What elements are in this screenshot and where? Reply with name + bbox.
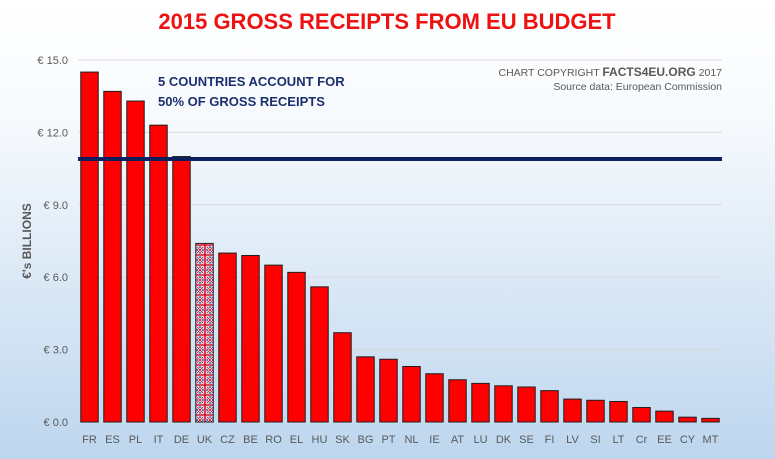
bar-sk [333, 332, 352, 423]
y-tick-label: € 0.0 [44, 417, 68, 429]
bar-si [586, 399, 605, 423]
copyright-text: CHART COPYRIGHT FACTS4EU.ORG 2017 [499, 65, 723, 79]
annotation-line-2: 50% OF GROSS RECEIPTS [158, 94, 325, 109]
x-tick-label-lt: LT [612, 434, 624, 446]
bar-pl [126, 100, 145, 423]
x-tick-label-fi: FI [545, 434, 555, 446]
x-tick-label-bg: BG [358, 434, 374, 446]
bars [80, 71, 720, 423]
bar-dk [494, 385, 513, 423]
x-axis-labels: FR ES PL IT DE UK CZ BE RO EL HU SK BG PT NL IE AT LU DK SE… [82, 434, 719, 446]
x-tick-label-de: DE [174, 434, 189, 446]
y-tick-label: € 6.0 [44, 272, 68, 284]
chart-title: 2015 GROSS RECEIPTS FROM EU BUDGET [158, 9, 616, 34]
x-tick-label-fr: FR [82, 434, 97, 446]
copyright-brand: FACTS4EU.ORG [602, 65, 695, 79]
x-tick-label-lu: LU [473, 434, 487, 446]
bar-hu [310, 286, 329, 423]
bar-ie [425, 373, 444, 423]
bar-fr [80, 71, 99, 423]
bar-es [103, 90, 122, 423]
y-tick-label: € 15.0 [37, 55, 68, 67]
bar-ee [655, 410, 674, 423]
x-tick-label-se: SE [519, 434, 534, 446]
x-tick-label-pt: PT [381, 434, 395, 446]
bar-mt [701, 417, 720, 423]
y-tick-label: € 12.0 [37, 127, 68, 139]
x-tick-label-at: AT [451, 434, 465, 446]
bar-cr [632, 407, 651, 423]
copyright-suffix: 2017 [696, 67, 722, 79]
bar-bg [356, 356, 375, 423]
x-tick-label-nl: NL [404, 434, 418, 446]
x-tick-label-cz: CZ [220, 434, 235, 446]
x-tick-label-dk: DK [496, 434, 512, 446]
x-tick-label-ro: RO [265, 434, 282, 446]
x-tick-label-cy: CY [680, 434, 696, 446]
bar-lt [609, 400, 628, 423]
x-tick-label-ee: EE [657, 434, 672, 446]
x-tick-label-uk: UK [197, 434, 213, 446]
bar-el [287, 271, 306, 423]
bar-cy [678, 416, 697, 423]
x-tick-label-it: IT [154, 434, 164, 446]
x-tick-label-cr: Cr [636, 434, 648, 446]
x-tick-label-pl: PL [129, 434, 142, 446]
y-tick-label: € 9.0 [44, 200, 68, 212]
y-axis-title: €'s BILLIONS [20, 203, 34, 279]
bar-ro [264, 264, 283, 423]
bar-it [149, 124, 168, 423]
bar-nl [402, 365, 421, 423]
x-tick-label-el: EL [290, 434, 303, 446]
source-text: Source data: European Commission [553, 81, 722, 93]
bar-de [172, 156, 191, 423]
bar-pt [379, 358, 398, 423]
y-axis-ticks: € 0.0 € 3.0 € 6.0 € 9.0 € 12.0 € 15.0 [37, 55, 68, 429]
annotation-line-1: 5 COUNTRIES ACCOUNT FOR [158, 74, 345, 89]
x-tick-label-mt: MT [703, 434, 719, 446]
x-tick-label-be: BE [243, 434, 258, 446]
x-tick-label-hu: HU [312, 434, 328, 446]
bar-fi [540, 390, 559, 423]
y-tick-label: € 3.0 [44, 345, 68, 357]
bar-lu [471, 382, 490, 423]
x-tick-label-si: SI [590, 434, 600, 446]
bar-uk [195, 242, 214, 423]
x-tick-label-sk: SK [335, 434, 350, 446]
bar-at [448, 379, 467, 423]
bar-be [241, 254, 260, 423]
bar-lv [563, 398, 582, 423]
copyright-prefix: CHART COPYRIGHT [499, 67, 603, 79]
bar-cz [218, 252, 237, 423]
bar-se [517, 386, 536, 423]
x-tick-label-lv: LV [566, 434, 579, 446]
x-tick-label-ie: IE [429, 434, 439, 446]
x-tick-label-es: ES [105, 434, 120, 446]
